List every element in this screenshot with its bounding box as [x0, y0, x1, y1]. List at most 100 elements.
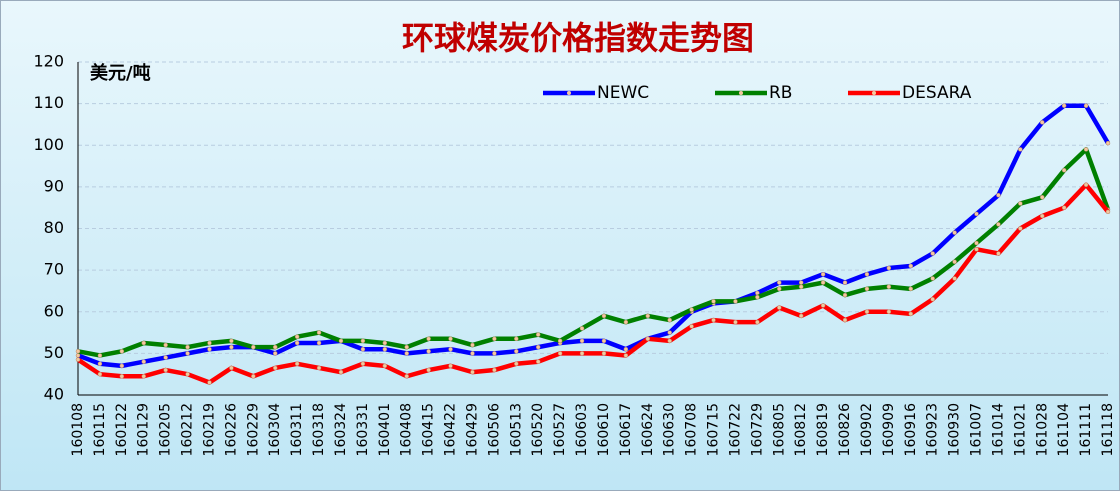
x-tick-label: 161028 [1034, 403, 1050, 456]
x-tick-label: 160812 [793, 403, 809, 456]
marker [535, 344, 541, 350]
marker [75, 353, 81, 358]
marker [163, 342, 168, 348]
x-tick-label: 160617 [618, 403, 634, 456]
y-tick-label: 80 [44, 218, 64, 237]
marker [689, 307, 694, 312]
marker [470, 369, 475, 375]
marker [448, 363, 453, 369]
marker [645, 313, 651, 319]
marker [1018, 201, 1023, 206]
marker [360, 361, 366, 367]
y-tick-label: 100 [33, 135, 64, 154]
x-tick-label: 160923 [925, 403, 941, 456]
marker [1018, 147, 1023, 152]
marker [930, 251, 935, 256]
x-tick-label: 160429 [464, 403, 480, 456]
x-tick-label: 160902 [859, 403, 875, 456]
marker [229, 344, 234, 350]
marker [141, 359, 146, 364]
marker [1083, 147, 1089, 152]
marker [1083, 182, 1089, 188]
x-tick-label: 160401 [377, 403, 393, 456]
marker [864, 286, 870, 292]
marker [426, 336, 431, 342]
marker [842, 317, 848, 323]
marker [163, 367, 168, 373]
y-axis-label: 美元/吨 [90, 62, 151, 84]
x-tick-label: 160715 [706, 403, 722, 456]
marker [842, 280, 848, 285]
x-tick-label: 160610 [596, 403, 612, 456]
marker [996, 192, 1001, 198]
x-tick-label: 160331 [355, 403, 371, 456]
marker [557, 338, 563, 344]
y-tick-label: 50 [44, 343, 64, 362]
marker [711, 299, 716, 304]
marker [974, 247, 979, 252]
marker [798, 313, 804, 319]
marker [338, 338, 344, 344]
marker [338, 369, 344, 375]
marker [514, 349, 519, 354]
marker [272, 351, 278, 356]
x-tick-label: 160226 [223, 403, 239, 457]
marker [974, 211, 979, 217]
marker [316, 330, 322, 335]
marker [952, 259, 957, 265]
marker [820, 303, 826, 308]
x-tick-label: 160304 [267, 403, 283, 457]
marker [119, 374, 125, 379]
legend-marker [739, 91, 743, 95]
marker [667, 338, 672, 344]
marker [1105, 209, 1111, 215]
marker [119, 363, 125, 369]
marker [601, 351, 607, 356]
marker [382, 363, 388, 369]
marker [163, 355, 168, 360]
marker [272, 344, 278, 350]
marker [842, 292, 848, 298]
marker [97, 361, 103, 367]
y-tick-label: 90 [44, 176, 64, 195]
marker [755, 294, 760, 300]
x-tick-label: 160318 [311, 403, 327, 456]
x-tick-label: 160603 [574, 403, 590, 456]
x-tick-label: 160826 [837, 403, 853, 457]
x-tick-label: 160916 [903, 403, 919, 457]
marker [185, 371, 190, 377]
marker [908, 311, 914, 317]
marker [798, 284, 804, 290]
marker [820, 280, 826, 285]
x-tick-label: 160205 [158, 403, 174, 456]
marker [952, 276, 957, 281]
marker [448, 336, 453, 342]
x-tick-label: 161021 [1012, 403, 1028, 456]
marker [141, 374, 146, 379]
x-tick-label: 160909 [881, 403, 897, 456]
x-tick-label: 161104 [1056, 403, 1072, 457]
x-tick-label: 160219 [201, 403, 217, 456]
x-tick-label: 160513 [508, 403, 524, 456]
marker [360, 346, 366, 352]
marker [996, 222, 1001, 227]
marker [294, 334, 300, 339]
series-line [77, 147, 1111, 358]
marker [229, 338, 234, 344]
marker [623, 353, 629, 358]
marker [908, 286, 914, 292]
x-tick-label: 160415 [421, 403, 437, 456]
marker [1018, 226, 1023, 231]
marker [141, 340, 146, 346]
marker [733, 299, 738, 304]
marker [251, 344, 256, 350]
y-tick-label: 120 [33, 52, 64, 71]
marker [579, 326, 585, 331]
marker [492, 351, 497, 356]
marker [733, 319, 738, 325]
marker [97, 353, 103, 358]
marker [404, 344, 409, 350]
marker [470, 351, 475, 356]
x-tick-label: 160722 [727, 403, 743, 456]
marker [1040, 213, 1045, 219]
